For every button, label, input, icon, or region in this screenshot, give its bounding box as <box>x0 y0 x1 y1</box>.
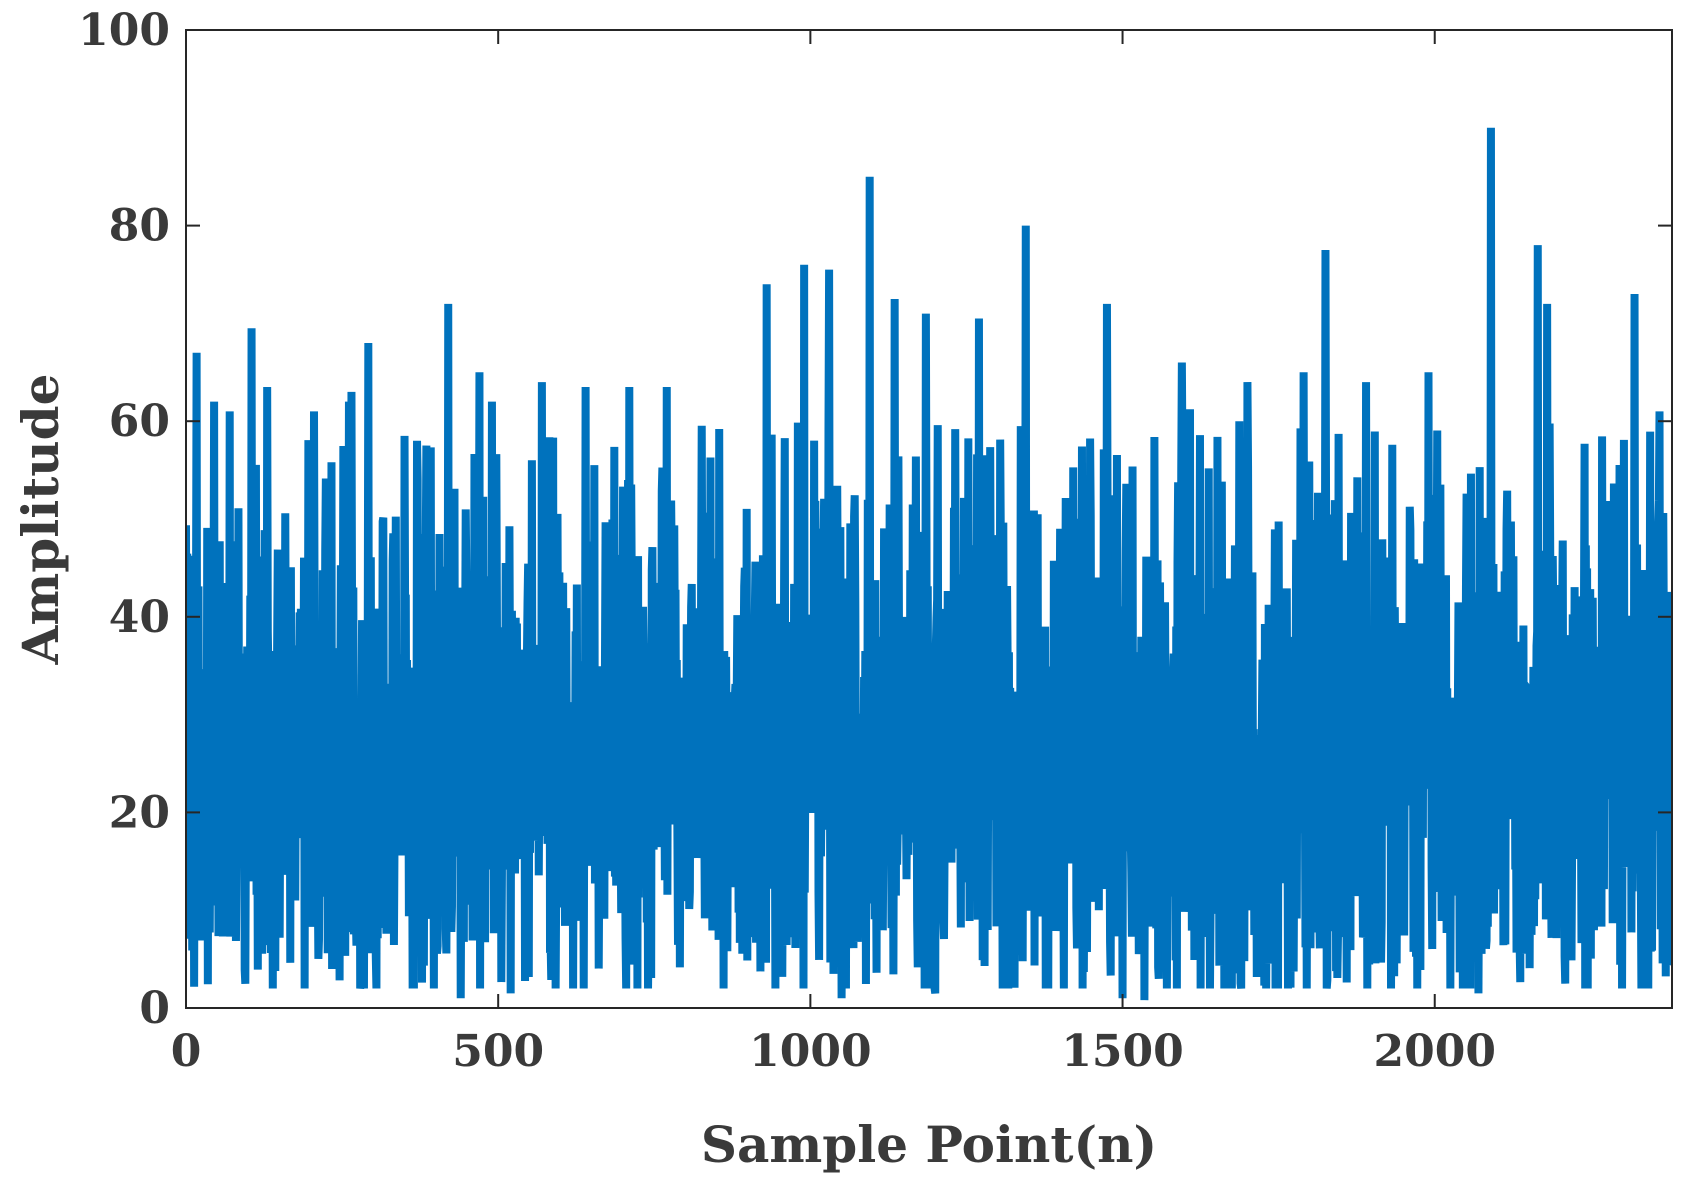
y-tick-label: 20 <box>109 787 170 838</box>
axes-box <box>185 29 1673 1009</box>
x-tick-label: 0 <box>171 1026 202 1077</box>
x-tick-label: 500 <box>452 1026 544 1077</box>
x-tick-label: 1000 <box>749 1026 871 1077</box>
x-tick-label: 2000 <box>1374 1026 1496 1077</box>
y-tick-label: 100 <box>78 5 170 56</box>
x-axis-label: Sample Point(n) <box>701 1115 1157 1174</box>
series-layer <box>186 127 1672 1001</box>
series-line <box>186 127 1672 1001</box>
plot-area: 0 500 1000 1500 2000 0 20 40 60 80 100 <box>78 5 1673 1077</box>
y-tick-label: 40 <box>109 592 170 643</box>
y-tick-label: 80 <box>109 201 170 252</box>
y-tick-label: 0 <box>139 983 170 1034</box>
y-tick-label: 60 <box>109 396 170 447</box>
y-axis-label: Amplitude <box>11 374 70 666</box>
x-tick-label: 1500 <box>1061 1026 1183 1077</box>
x-axis-ticks: 0 500 1000 1500 2000 <box>171 30 1496 1077</box>
y-axis-ticks: 0 20 40 60 80 100 <box>78 5 1672 1034</box>
